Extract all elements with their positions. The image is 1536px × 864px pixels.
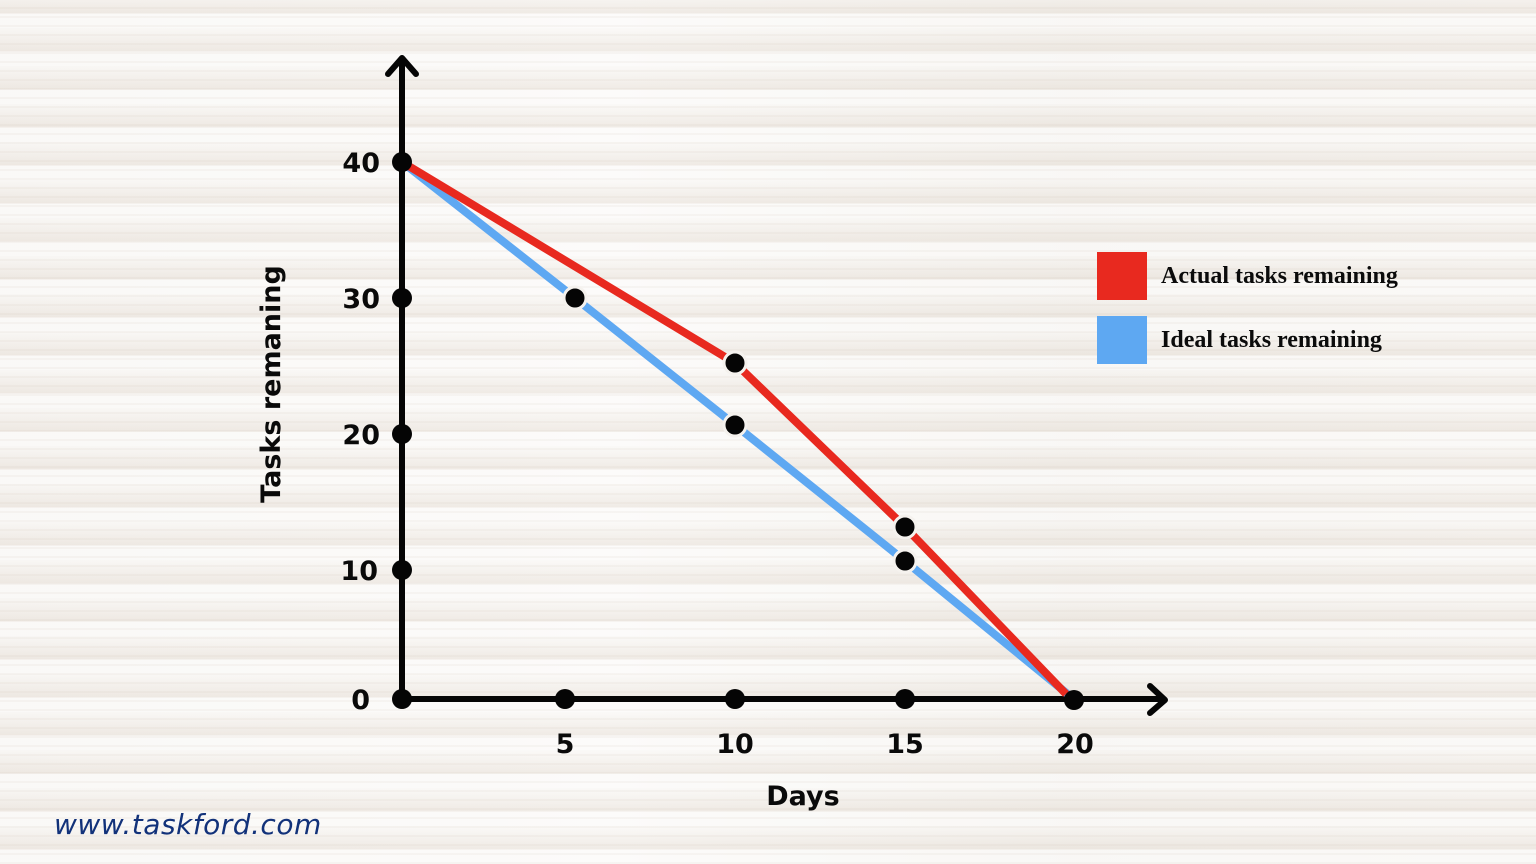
- y-tick-label: 20: [342, 420, 380, 451]
- x-tick-label: 20: [1056, 729, 1094, 760]
- y-axis-arrow-icon: [385, 55, 419, 77]
- website-link[interactable]: www.taskford.com: [54, 808, 322, 841]
- x-axis-title: Days: [766, 781, 839, 812]
- y-tick-label: 40: [342, 148, 380, 179]
- y-tick-label: 0: [351, 685, 370, 716]
- x-tick-label: 5: [556, 729, 575, 760]
- actual-swatch-icon: [1097, 252, 1147, 300]
- legend-item-ideal: Ideal tasks remaining: [1097, 316, 1398, 364]
- y-tick-markers: [392, 152, 412, 709]
- y-tick-label: 30: [342, 284, 380, 315]
- x-tick-label: 15: [886, 729, 924, 760]
- legend-item-actual: Actual tasks remaining: [1097, 252, 1398, 300]
- y-axis-title: Tasks remaning: [256, 265, 287, 503]
- data-point-markers: [562, 285, 918, 574]
- legend: Actual tasks remaining Ideal tasks remai…: [1097, 252, 1398, 380]
- legend-label: Ideal tasks remaining: [1161, 326, 1382, 353]
- legend-label: Actual tasks remaining: [1161, 262, 1398, 289]
- x-tick-markers: [555, 689, 1084, 710]
- ideal-swatch-icon: [1097, 316, 1147, 364]
- actual-series-line: [399, 158, 1069, 697]
- y-tick-label: 10: [340, 556, 378, 587]
- x-tick-label: 10: [716, 729, 754, 760]
- x-axis-arrow-icon: [1147, 683, 1168, 716]
